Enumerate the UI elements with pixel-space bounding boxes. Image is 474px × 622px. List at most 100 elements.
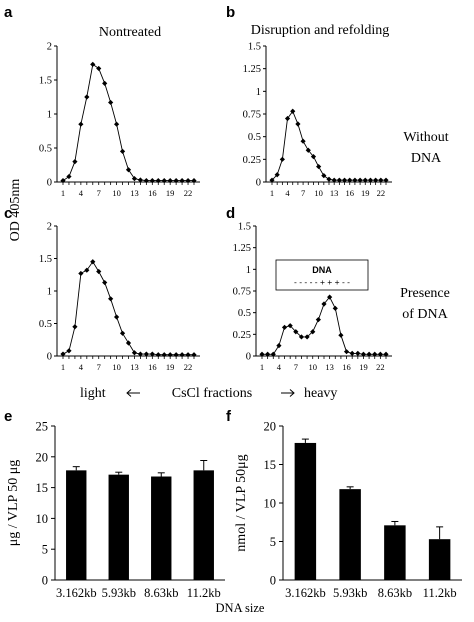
panel-a-data-point (155, 178, 161, 184)
panel-d-data-point (287, 323, 293, 329)
panel-letter-e: e (4, 408, 12, 425)
panel-d-data-point (270, 351, 276, 357)
panel-d-data-point (321, 301, 327, 307)
panel-b-data-point (284, 115, 291, 122)
panel-e-bar (151, 476, 172, 580)
panel-c-data-point (108, 296, 114, 302)
panel-d-data-point (377, 351, 383, 357)
panel-d-data-point (383, 351, 389, 357)
panel-d-xtick-label: 10 (308, 362, 317, 372)
panel-d-xtick-label: 16 (342, 362, 351, 372)
panel-f-ytick-label: 0 (270, 574, 276, 588)
panel-c-ytick-label: 2 (47, 222, 52, 233)
panel-a-data-point (185, 178, 191, 184)
panel-e-category-label: 5.93kb (102, 586, 136, 600)
panel-c-data-point (185, 352, 191, 358)
panel-a-data-point (131, 176, 138, 182)
panel-d-data-point (343, 349, 350, 355)
panel-e-ytick-label: 20 (36, 450, 49, 464)
panel-b-xtick-label: 13 (330, 188, 339, 198)
panel-b-xtick-label: 10 (314, 188, 323, 198)
panel-d-xtick-label: 22 (376, 362, 385, 372)
panel-d-xtick-label: 19 (359, 362, 368, 372)
panel-a-data-point (108, 99, 114, 106)
panel-d-data-point (349, 350, 355, 356)
panel-b-ytick-label: 0 (256, 178, 261, 189)
panel-d-xtick-label: 4 (277, 362, 282, 372)
panel-b-xtick-label: 22 (377, 188, 386, 198)
panel-e-y-axis-label: μg / VLP 50 μg (6, 460, 21, 547)
panel-d-data-point (332, 305, 338, 311)
panel-letter-d: d (226, 205, 235, 222)
panel-b-title: Disruption and refolding (251, 23, 389, 38)
panel-c-data-point (60, 351, 66, 357)
panel-b-data-point (331, 177, 337, 183)
panel-f-bar (428, 539, 451, 580)
panel-a-data-point (84, 94, 90, 100)
panel-d-data-point (265, 351, 271, 357)
panel-d-ytick-label: 1.5 (238, 222, 251, 233)
panel-a-title: Nontreated (99, 25, 161, 40)
panel-d-data-point (338, 332, 344, 338)
panel-a-xtick-label: 7 (97, 188, 101, 198)
panel-b-ytick-label: 0.75 (243, 110, 261, 121)
panel-a-data-point (173, 178, 179, 184)
panel-a-ytick-label: 0 (47, 178, 52, 189)
panel-c-data-point (102, 279, 108, 286)
panel-b-ytick-label: 0.5 (248, 132, 261, 143)
panel-a-data-point (60, 178, 66, 184)
panel-a-data-point (161, 178, 167, 184)
panel-f-category-label: 3.162kb (285, 586, 326, 600)
panel-c-data-point (179, 352, 185, 358)
dna-legend-pattern: - - - - - + + + - - (294, 277, 350, 287)
panel-b-data-point (300, 138, 306, 144)
panel-a-ytick-label: 2 (47, 42, 52, 53)
panel-letter-c: c (4, 205, 12, 222)
panel-a-data-point (78, 121, 84, 127)
panel-a-xtick-label: 16 (148, 188, 157, 198)
panel-d-data-point (366, 351, 372, 357)
panel-c-data-point (84, 267, 90, 273)
panel-c-data-point (90, 259, 96, 265)
panel-c-xtick-label: 19 (166, 362, 175, 372)
x-caption-heavy: heavy (304, 386, 337, 401)
panel-d-xtick-label: 13 (325, 362, 334, 372)
panel-b-data-point (378, 177, 384, 183)
panel-c-ytick-label: 0 (47, 352, 52, 363)
panel-a-data-point (179, 178, 185, 184)
panel-b-data-point (279, 156, 285, 162)
panel-a-data-point (137, 177, 144, 183)
panel-b-data-point (347, 177, 353, 183)
panel-b-xtick-label: 7 (301, 188, 305, 198)
panel-c-ytick-label: 1 (47, 287, 52, 298)
x-caption-center: CsCl fractions (172, 386, 253, 401)
panel-e-ytick-label: 10 (36, 512, 49, 526)
panel-c-ytick-label: 0.5 (39, 319, 52, 330)
panel-b-data-point (367, 177, 374, 183)
panel-letter-f: f (226, 408, 232, 425)
panel-f-category-label: 5.93kb (333, 586, 367, 600)
panel-a-xtick-label: 13 (130, 188, 139, 198)
panel-f-bar (384, 525, 406, 580)
panel-b-data-point (362, 177, 368, 183)
panel-f-ytick-label: 20 (264, 420, 277, 434)
panel-c-data-point (137, 351, 144, 357)
panel-a-data-point (102, 80, 108, 86)
panel-d-data-point (355, 350, 361, 356)
panel-b-ytick-label: 1.25 (243, 64, 261, 75)
panel-d-ytick-label: 1 (246, 265, 251, 276)
panel-b-series-line (271, 110, 386, 181)
panel-a-data-point (113, 121, 120, 127)
panel-b-xtick-label: 4 (285, 188, 290, 198)
panel-b-data-point (357, 177, 363, 183)
bottom-caption: DNA size (216, 601, 265, 615)
panel-b-data-point (373, 177, 379, 183)
panel-a-data-point (149, 178, 155, 184)
panel-d-data-point (276, 343, 282, 349)
panel-c-data-point (125, 340, 132, 346)
panel-c-data-point (72, 324, 78, 330)
panel-b-xtick-label: 16 (345, 188, 354, 198)
panel-f-ytick-label: 10 (264, 497, 277, 511)
panel-c-data-point (167, 352, 173, 358)
